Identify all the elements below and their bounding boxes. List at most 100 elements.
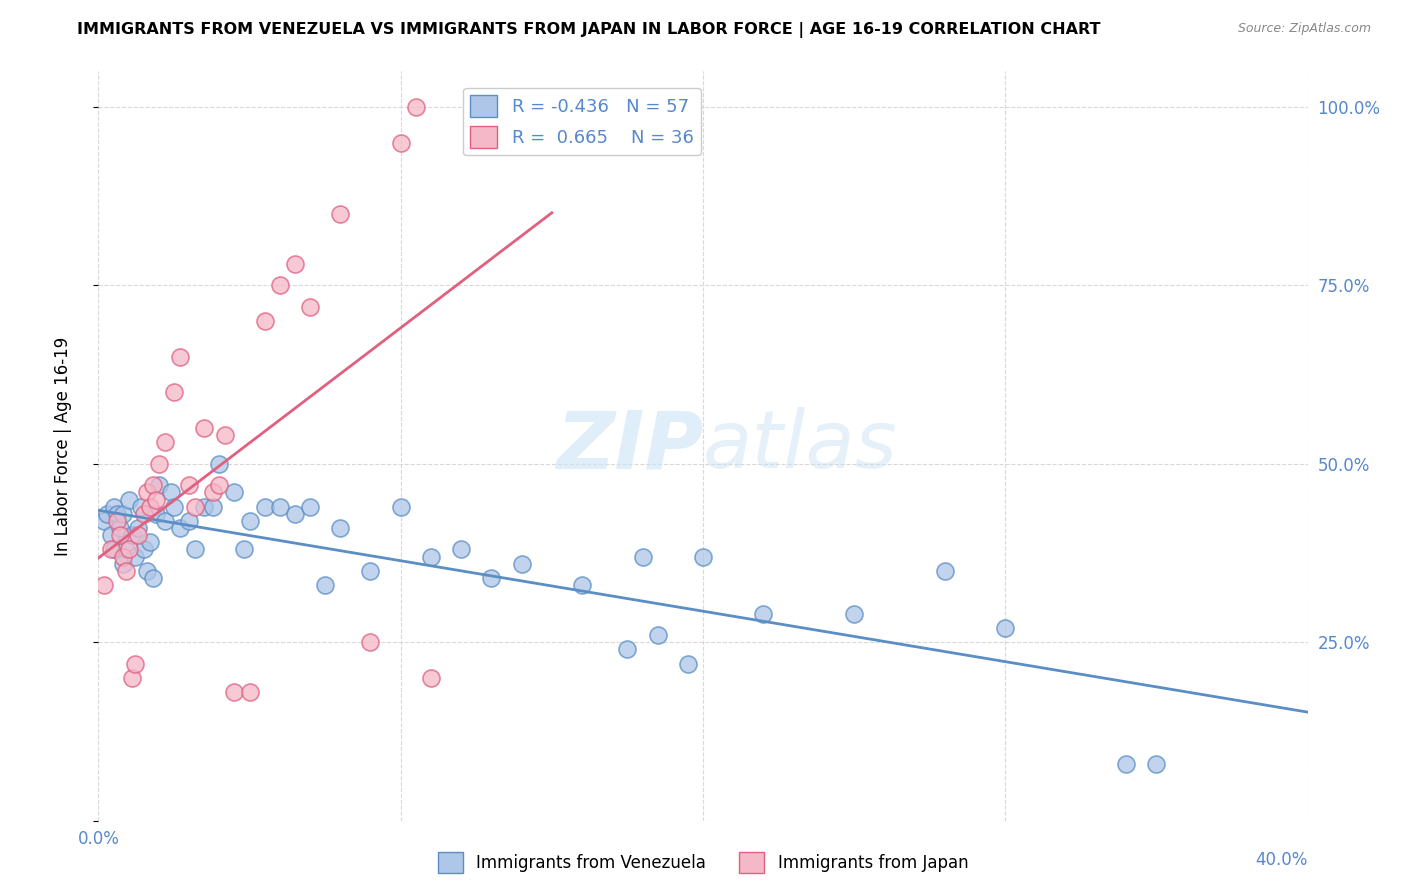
Text: IMMIGRANTS FROM VENEZUELA VS IMMIGRANTS FROM JAPAN IN LABOR FORCE | AGE 16-19 CO: IMMIGRANTS FROM VENEZUELA VS IMMIGRANTS … [77,22,1101,38]
Text: atlas: atlas [703,407,898,485]
Point [481,571,503,585]
Point [405,100,427,114]
Point [269,278,291,293]
Point [93,514,115,528]
Point [994,621,1017,635]
Point [232,542,254,557]
Point [114,542,136,557]
Point [153,514,176,528]
Point [193,421,215,435]
Point [129,500,152,514]
Point [314,578,336,592]
Legend: Immigrants from Venezuela, Immigrants from Japan: Immigrants from Venezuela, Immigrants fr… [432,846,974,880]
Point [752,607,775,621]
Point [329,207,352,221]
Point [269,500,291,514]
Point [299,300,322,314]
Legend: R = -0.436   N = 57, R =  0.665    N = 36: R = -0.436 N = 57, R = 0.665 N = 36 [463,88,702,155]
Point [169,350,191,364]
Point [124,549,146,564]
Point [111,557,134,571]
Point [100,528,122,542]
Point [202,485,225,500]
Point [420,549,443,564]
Point [121,528,143,542]
Point [284,257,307,271]
Point [132,542,155,557]
Point [135,485,157,500]
Point [253,314,276,328]
Point [169,521,191,535]
Point [450,542,472,557]
Point [100,542,122,557]
Point [208,457,231,471]
Point [163,500,186,514]
Point [647,628,669,642]
Point [239,685,262,699]
Point [96,507,118,521]
Point [148,457,170,471]
Point [208,478,231,492]
Point [184,542,207,557]
Point [420,671,443,685]
Point [127,521,149,535]
Point [135,564,157,578]
Point [142,571,165,585]
Point [510,557,533,571]
Point [389,500,412,514]
Point [299,500,322,514]
Point [202,500,225,514]
Point [148,478,170,492]
Point [360,564,382,578]
Point [103,542,125,557]
Point [108,521,131,535]
Point [616,642,638,657]
Text: ZIP: ZIP [555,407,703,485]
Point [124,657,146,671]
Point [329,521,352,535]
Point [631,549,654,564]
Point [676,657,699,671]
Point [1115,756,1137,771]
Point [114,564,136,578]
Point [142,478,165,492]
Point [163,385,186,400]
Point [179,514,201,528]
Point [132,507,155,521]
Point [111,549,134,564]
Point [934,564,956,578]
Point [139,500,162,514]
Point [224,685,246,699]
Point [389,136,412,150]
Point [111,507,134,521]
Point [105,507,128,521]
Point [214,428,236,442]
Point [127,528,149,542]
Point [193,500,215,514]
Point [103,500,125,514]
Point [692,549,714,564]
Point [571,578,593,592]
Point [153,435,176,450]
Point [118,542,141,557]
Point [160,485,183,500]
Point [239,514,262,528]
Point [145,492,167,507]
Point [139,535,162,549]
Point [1144,756,1167,771]
Point [184,500,207,514]
Point [145,507,167,521]
Point [253,500,276,514]
Point [179,478,201,492]
Point [118,492,141,507]
Point [224,485,246,500]
Point [844,607,866,621]
Point [360,635,382,649]
Text: Source: ZipAtlas.com: Source: ZipAtlas.com [1237,22,1371,36]
Text: 40.0%: 40.0% [1256,851,1308,869]
Point [108,528,131,542]
Y-axis label: In Labor Force | Age 16-19: In Labor Force | Age 16-19 [53,336,72,556]
Point [105,514,128,528]
Point [284,507,307,521]
Point [121,671,143,685]
